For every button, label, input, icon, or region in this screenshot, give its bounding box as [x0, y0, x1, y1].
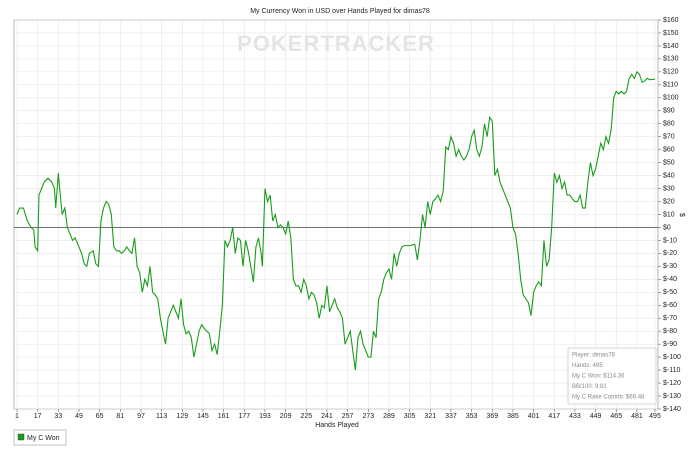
x-tick-label: 33: [54, 413, 62, 420]
x-tick-label: 495: [649, 413, 661, 420]
y-tick-label: $130: [663, 56, 679, 63]
x-tick-label: 145: [197, 413, 209, 420]
info-line: BB/100: 9.81: [572, 384, 607, 390]
y-tick-label: $90: [663, 108, 675, 115]
y-tick-label: $-90: [663, 341, 677, 348]
y-tick-label: $60: [663, 147, 675, 154]
x-tick-label: 241: [321, 413, 333, 420]
x-tick-label: 49: [75, 413, 83, 420]
y-tick-label: $80: [663, 121, 675, 128]
y-tick-label: $50: [663, 159, 675, 166]
y-axis-label: $: [678, 213, 685, 217]
y-tick-label: $-80: [663, 328, 677, 335]
y-tick-label: $-60: [663, 302, 677, 309]
x-tick-label: 17: [34, 413, 42, 420]
x-tick-label: 337: [445, 413, 457, 420]
x-axis-label: Hands Played: [315, 422, 359, 429]
y-tick-label: $150: [663, 30, 679, 37]
y-tick-label: $-140: [663, 406, 681, 413]
y-tick-label: $10: [663, 211, 675, 218]
x-tick-label: 385: [507, 413, 519, 420]
x-tick-label: 353: [466, 413, 478, 420]
legend-box: [13, 429, 67, 446]
x-tick-label: 225: [300, 413, 312, 420]
y-tick-label: $0: [663, 224, 671, 231]
watermark: POKERTRACKER: [237, 31, 435, 56]
x-tick-label: 321: [424, 413, 436, 420]
legend-swatch: [17, 433, 25, 441]
info-line: My C Won: $114.36: [572, 374, 625, 380]
x-tick-label: 193: [259, 413, 271, 420]
info-line: Player: dimas78: [572, 353, 616, 359]
y-tick-label: $-70: [663, 315, 677, 322]
data-line: [16, 70, 656, 371]
x-tick-label: 433: [569, 413, 581, 420]
x-tick-label: 129: [176, 413, 188, 420]
y-tick-label: $-10: [663, 237, 677, 244]
y-tick-label: $-110: [663, 367, 680, 374]
x-tick-label: 177: [238, 413, 250, 420]
y-tick-label: $-40: [663, 276, 677, 283]
x-tick-label: 273: [362, 413, 374, 420]
y-tick-label: $120: [663, 69, 679, 76]
x-tick-label: 81: [116, 413, 124, 420]
y-tick-label: $140: [663, 43, 679, 50]
x-tick-label: 369: [486, 413, 498, 420]
x-tick-label: 209: [280, 413, 292, 420]
x-tick-label: 113: [156, 413, 167, 420]
x-tick-label: 481: [631, 413, 643, 420]
y-tick-label: $100: [663, 95, 679, 102]
y-tick-label: $70: [663, 134, 675, 141]
y-tick-label: $160: [663, 17, 679, 24]
y-tick-label: $110: [663, 82, 678, 89]
x-tick-label: 417: [548, 413, 560, 420]
x-tick-label: 97: [137, 413, 145, 420]
y-tick-label: $-30: [663, 263, 677, 270]
y-tick-label: $-50: [663, 289, 677, 296]
x-tick-label: 465: [610, 413, 622, 420]
x-tick-label: 289: [383, 413, 395, 420]
y-tick-label: $-100: [663, 354, 681, 361]
info-line: Hands: 495: [572, 363, 603, 369]
y-tick-label: $-120: [663, 380, 681, 387]
chart-title: My Currency Won in USD over Hands Played…: [250, 8, 430, 15]
info-line: My C Rake Contrib: $69.48: [572, 395, 645, 401]
x-tick-label: 401: [528, 413, 540, 420]
x-tick-label: 305: [404, 413, 416, 420]
info-box: [567, 347, 657, 405]
x-tick-label: 449: [590, 413, 602, 420]
x-tick-label: 65: [96, 413, 104, 420]
y-tick-label: $40: [663, 172, 675, 179]
y-tick-label: $-130: [663, 393, 681, 400]
x-tick-label: 161: [218, 413, 230, 420]
y-tick-label: $-20: [663, 250, 677, 257]
x-tick-label: 257: [342, 413, 354, 420]
x-tick-label: 1: [15, 413, 19, 420]
y-tick-label: $20: [663, 198, 675, 205]
y-tick-label: $30: [663, 185, 675, 192]
legend-label: My C Won: [27, 435, 60, 442]
